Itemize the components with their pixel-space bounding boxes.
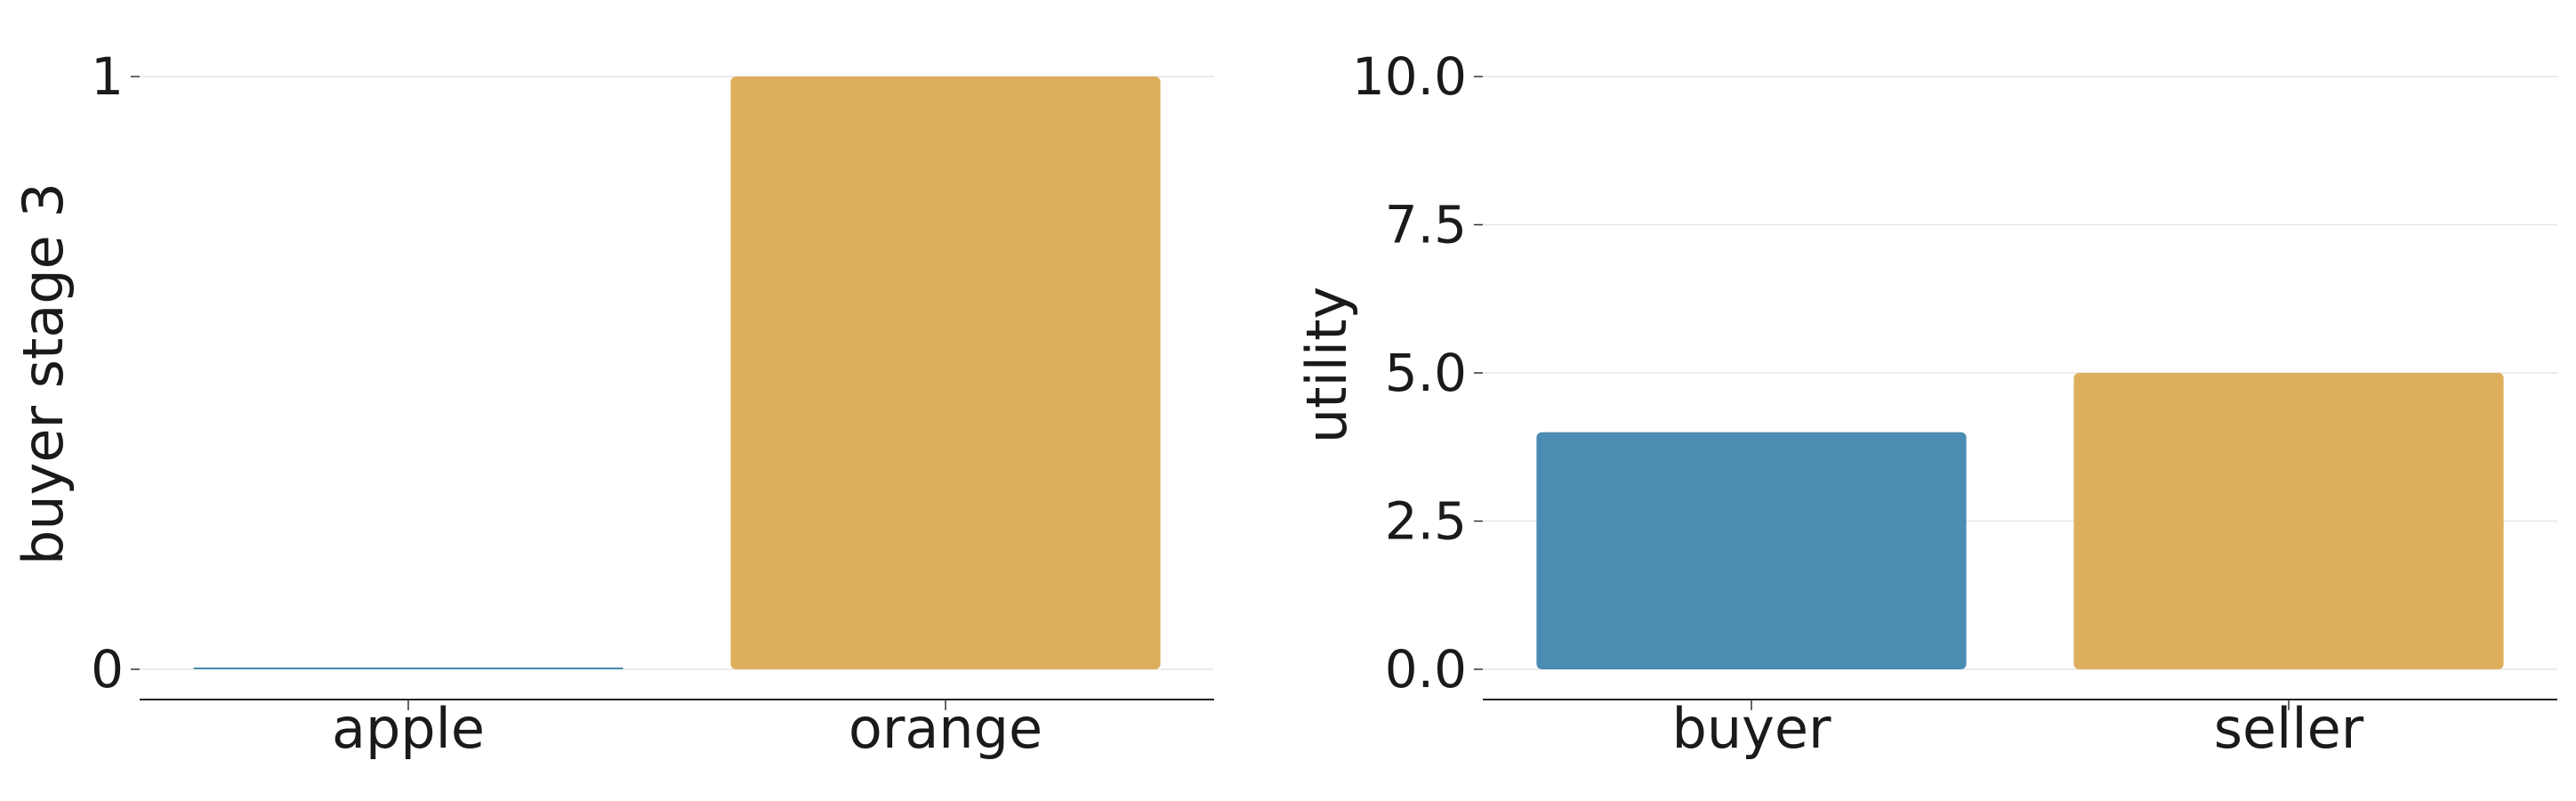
x-axis: buyer seller	[1483, 696, 2557, 761]
y-tick-label: 2.5	[1385, 491, 1467, 552]
y-axis-label: buyer stage 3	[11, 182, 76, 565]
chart-panel-left: 01 apple orange buyer stage 3	[11, 46, 1214, 761]
bars	[1536, 373, 2504, 669]
x-tick-label: seller	[2214, 696, 2364, 761]
bar	[193, 668, 624, 669]
y-axis: 0.0 2.5 5.0 7.5 10.0	[1352, 46, 1483, 700]
bar	[1536, 432, 1967, 669]
x-axis: apple orange	[140, 696, 1214, 761]
y-tick-label: 7.5	[1385, 195, 1467, 255]
x-tick-label: orange	[849, 696, 1042, 761]
chart-panel-right: 0.0 2.5 5.0 7.5 10.0 buyer seller utility	[1294, 46, 2557, 761]
bar	[730, 77, 1161, 669]
y-tick-label: 10.0	[1352, 46, 1467, 107]
x-tick-label: apple	[332, 696, 485, 761]
bar	[2073, 373, 2504, 669]
y-tick-label: 5.0	[1385, 343, 1467, 403]
y-tick-label: 0	[91, 639, 124, 700]
bars	[193, 77, 1161, 669]
y-tick-label: 1	[91, 46, 124, 107]
y-axis-label: utility	[1294, 287, 1359, 443]
y-tick-label: 0.0	[1385, 639, 1467, 700]
y-axis: 01	[91, 46, 140, 700]
x-tick-label: buyer	[1672, 696, 1831, 761]
